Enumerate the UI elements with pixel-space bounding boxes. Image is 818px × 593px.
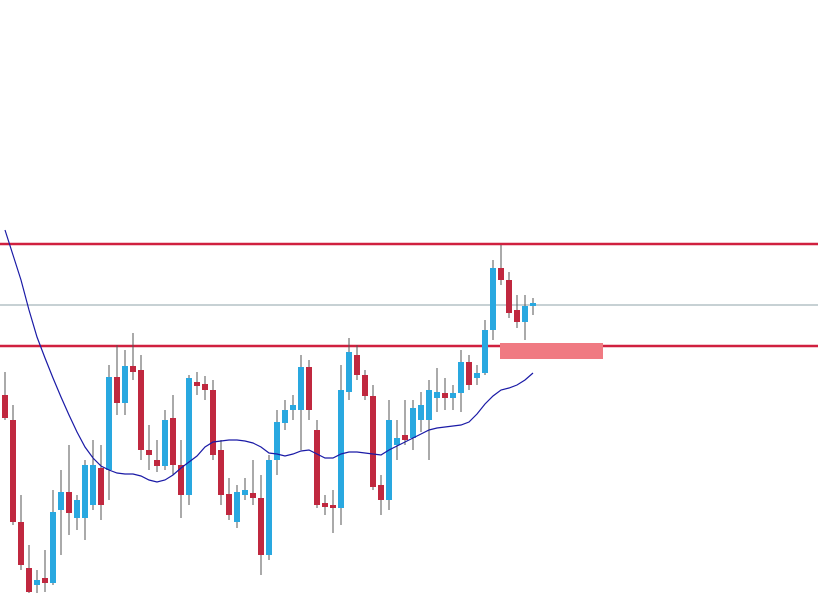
candle-body [282, 410, 288, 423]
candle-body [386, 420, 392, 500]
candle-body [338, 390, 344, 508]
candle-body [90, 465, 96, 505]
candle-body [58, 492, 64, 510]
candle-body [50, 512, 56, 583]
candle-body [202, 384, 208, 390]
candle-body [66, 492, 72, 513]
candle-body [466, 362, 472, 385]
candle-body [506, 280, 512, 313]
candle-body [18, 522, 24, 565]
candle-body [26, 568, 32, 592]
candle-body [306, 367, 312, 410]
candle-body [402, 435, 408, 440]
price-zone [500, 343, 603, 359]
moving-average-line [4, 229, 534, 483]
candle-body [346, 352, 352, 392]
candle-body [298, 367, 304, 410]
candle-body [162, 420, 168, 466]
candle-body [530, 303, 536, 306]
candle-body [442, 393, 448, 398]
candle-body [354, 355, 360, 375]
candle-body [450, 393, 456, 398]
candle-body [498, 268, 504, 280]
candle-body [410, 408, 416, 438]
candle-body [170, 418, 176, 465]
candle-body [314, 430, 320, 505]
candle-body [34, 580, 40, 585]
candle-body [290, 405, 296, 410]
candle-body [242, 490, 248, 495]
candle-body [178, 465, 184, 495]
candle-body [130, 366, 136, 372]
candle-body [42, 578, 48, 583]
candle-body [226, 494, 232, 515]
candle-body [482, 330, 488, 373]
candle-body [2, 395, 8, 418]
candle-body [74, 500, 80, 518]
candle-body [426, 390, 432, 420]
candle-body [274, 422, 280, 460]
candle-body [194, 382, 200, 386]
candle-body [258, 498, 264, 555]
candle-body [234, 492, 240, 522]
candle-body [186, 378, 192, 495]
candle-body [122, 366, 128, 403]
candle-body [146, 450, 152, 455]
candle-body [378, 485, 384, 500]
candle-body [210, 390, 216, 455]
candle-body [322, 503, 328, 507]
candle-body [394, 438, 400, 445]
candle-body [154, 460, 160, 466]
candle-body [370, 396, 376, 487]
candle-body [250, 493, 256, 498]
candle-body [418, 405, 424, 420]
candle-body [266, 460, 272, 555]
candle-body [458, 362, 464, 393]
candle-body [82, 465, 88, 518]
candle-body [106, 377, 112, 470]
candle-body [514, 310, 520, 322]
candle-body [362, 375, 368, 396]
candle-body [10, 420, 16, 522]
candle-body [434, 392, 440, 398]
candle-body [474, 373, 480, 378]
candle-body [98, 468, 104, 505]
candle-body [138, 370, 144, 450]
candle-body [490, 268, 496, 330]
candle-body [522, 306, 528, 322]
candle-body [330, 505, 336, 508]
candle-body [218, 450, 224, 495]
candle-body [114, 377, 120, 403]
